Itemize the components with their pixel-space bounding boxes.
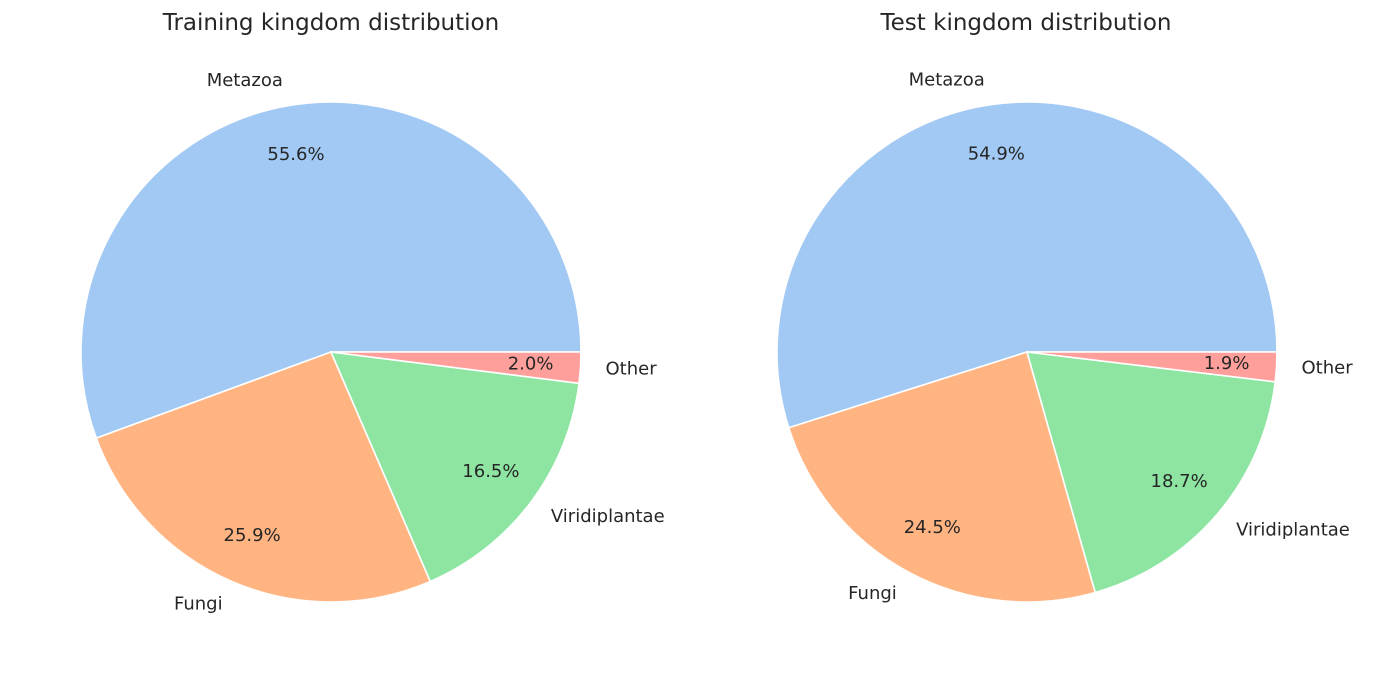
slice-label-viridiplantae: Viridiplantae bbox=[551, 506, 665, 527]
slice-label-viridiplantae: Viridiplantae bbox=[1236, 520, 1350, 541]
slice-percent-other: 1.9% bbox=[1204, 353, 1250, 374]
slice-percent-viridiplantae: 16.5% bbox=[462, 461, 519, 482]
slice-label-fungi: Fungi bbox=[848, 583, 897, 604]
pie-labels: Metazoa 55.6% Fungi 25.9% Viridiplantae 16.5%… bbox=[174, 70, 665, 615]
pie-slice-metazoa bbox=[80, 101, 582, 440]
slice-percent-other: 2.0% bbox=[508, 354, 554, 375]
pie-slice-viridiplantae bbox=[329, 351, 580, 583]
slice-percent-viridiplantae: 18.7% bbox=[1151, 471, 1208, 492]
slice-label-metazoa: Metazoa bbox=[909, 69, 985, 90]
pie-slice-viridiplantae bbox=[1025, 351, 1277, 594]
slice-percent-metazoa: 55.6% bbox=[267, 144, 324, 165]
slice-percent-fungi: 25.9% bbox=[224, 525, 281, 546]
chart-title: Test kingdom distribution bbox=[880, 10, 1172, 36]
pie-chart-test: Test kingdom distribution Metazoa 54.9% Fu… bbox=[776, 10, 1353, 604]
slice-percent-fungi: 24.5% bbox=[904, 517, 961, 538]
slice-label-other: Other bbox=[606, 358, 658, 379]
pie-labels: Metazoa 54.9% Fungi 24.5% Viridiplantae 18.7%… bbox=[848, 69, 1353, 604]
pie-slices bbox=[80, 101, 582, 603]
pie-slice-other bbox=[1026, 351, 1278, 383]
chart-title: Training kingdom distribution bbox=[162, 10, 499, 36]
slice-percent-metazoa: 54.9% bbox=[968, 143, 1025, 164]
pie-chart-training: Training kingdom distribution Metazoa 55.… bbox=[80, 10, 665, 615]
pie-slice-fungi bbox=[787, 350, 1097, 603]
pie-slice-other bbox=[330, 351, 582, 385]
slice-label-fungi: Fungi bbox=[174, 594, 223, 615]
slice-label-other: Other bbox=[1302, 357, 1354, 378]
slice-label-metazoa: Metazoa bbox=[207, 70, 283, 91]
pie-slice-fungi bbox=[95, 350, 432, 603]
pie-slices bbox=[776, 101, 1278, 603]
pie-slice-metazoa bbox=[776, 101, 1278, 429]
